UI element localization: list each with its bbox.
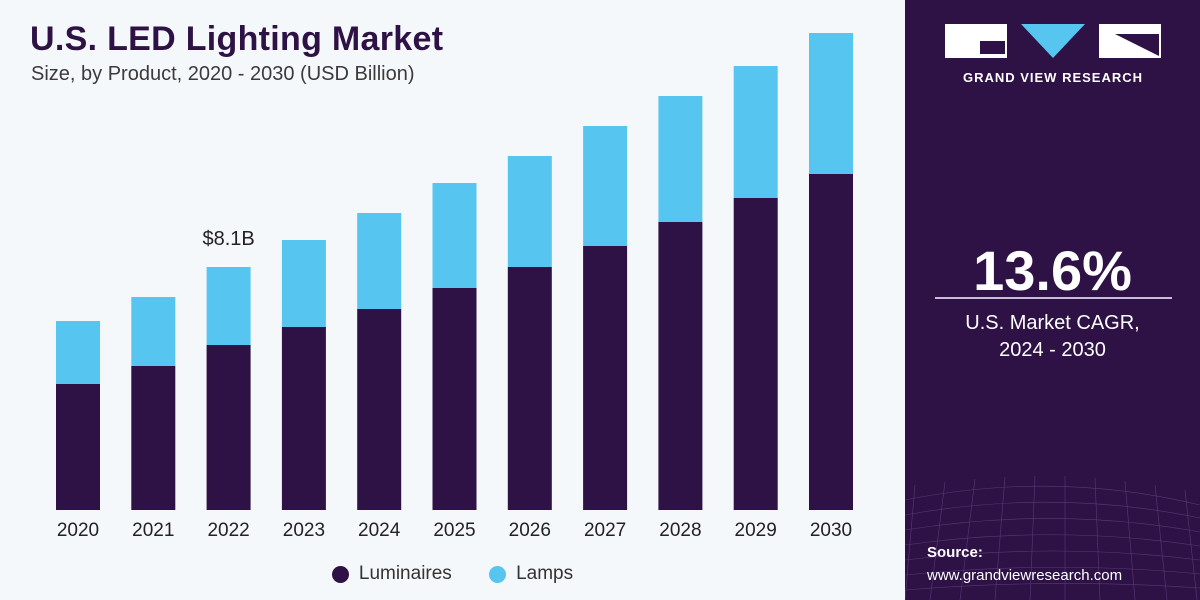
sidebar-panel: GRAND VIEW RESEARCH 13.6% U.S. Market CA…	[905, 0, 1200, 600]
bar-luminaires-2030	[809, 174, 853, 510]
bar-luminaires-2024	[357, 309, 402, 510]
source-url[interactable]: www.grandviewresearch.com	[927, 567, 1123, 584]
cagr-label: U.S. Market CAGR, 2024 - 2030	[905, 310, 1200, 364]
chart-subtitle: Size, by Product, 2020 - 2030 (USD Billi…	[31, 63, 415, 85]
bar-lamps-2029	[733, 66, 778, 198]
x-tick-label-2028: 2028	[659, 520, 701, 541]
x-tick-label-2023: 2023	[283, 520, 325, 541]
legend-label-lamps: Lamps	[516, 563, 574, 584]
gvr-logo-icon	[945, 24, 1161, 58]
bar-luminaires-2026	[507, 267, 552, 510]
bar-lamps-2030	[809, 33, 853, 174]
bar-luminaires-2021	[131, 366, 176, 510]
bar-luminaires-2027	[583, 246, 628, 510]
legend-item-lamps: Lamps	[489, 563, 573, 585]
cagr-label-line1: U.S. Market CAGR,	[965, 312, 1140, 334]
cagr-divider	[935, 297, 1172, 299]
brand-logo: GRAND VIEW RESEARCH	[945, 22, 1161, 85]
x-tick-label-2030: 2030	[810, 520, 852, 541]
legend-item-luminaires: Luminaires	[331, 563, 452, 585]
legend-swatch-lamps	[489, 565, 507, 583]
bar-lamps-2026	[507, 156, 552, 267]
chart-title: U.S. LED Lighting Market	[30, 20, 444, 58]
legend-swatch-luminaires	[331, 565, 349, 583]
x-tick-label-2020: 2020	[57, 520, 99, 541]
bar-lamps-2027	[583, 126, 628, 246]
cagr-label-line2: 2024 - 2030	[999, 339, 1106, 361]
bar-lamps-2024	[357, 213, 402, 309]
source-title: Source:	[927, 544, 983, 561]
bar-luminaires-2025	[432, 288, 477, 510]
bar-lamps-2021	[131, 297, 176, 366]
cagr-value: 13.6%	[973, 239, 1132, 302]
bar-luminaires-2029	[733, 198, 778, 510]
x-tick-label-2021: 2021	[132, 520, 174, 541]
bar-lamps-2023	[281, 240, 326, 327]
bar-luminaires-2020	[56, 384, 100, 510]
x-tick-label-2026: 2026	[509, 520, 551, 541]
chart-panel: U.S. LED Lighting Market Size, by Produc…	[0, 20, 905, 589]
stacked-bar-chart: 2020 2021 2022 2023 2024 2025 2026 2027 2028 2029…	[56, 33, 853, 541]
bar-lamps-2028	[658, 96, 703, 222]
bar-lamps-2022	[206, 267, 251, 345]
x-tick-label-2024: 2024	[358, 520, 401, 541]
x-tick-label-2029: 2029	[735, 520, 777, 541]
x-tick-label-2022: 2022	[207, 520, 249, 541]
x-tick-label-2025: 2025	[433, 520, 475, 541]
bar-lamps-2025	[432, 183, 477, 288]
chart-legend: Luminaires Lamps	[0, 563, 905, 589]
wireframe-background	[905, 475, 1200, 600]
x-tick-label-2027: 2027	[584, 520, 626, 541]
bar-lamps-2020	[56, 321, 100, 384]
brand-name: GRAND VIEW RESEARCH	[962, 70, 1144, 85]
bar-luminaires-2022	[206, 345, 251, 510]
bar-luminaires-2023	[281, 327, 326, 510]
bar-luminaires-2028	[658, 222, 703, 510]
bar-annotation-2022: $8.1B	[202, 228, 254, 250]
legend-label-luminaires: Luminaires	[358, 563, 452, 584]
